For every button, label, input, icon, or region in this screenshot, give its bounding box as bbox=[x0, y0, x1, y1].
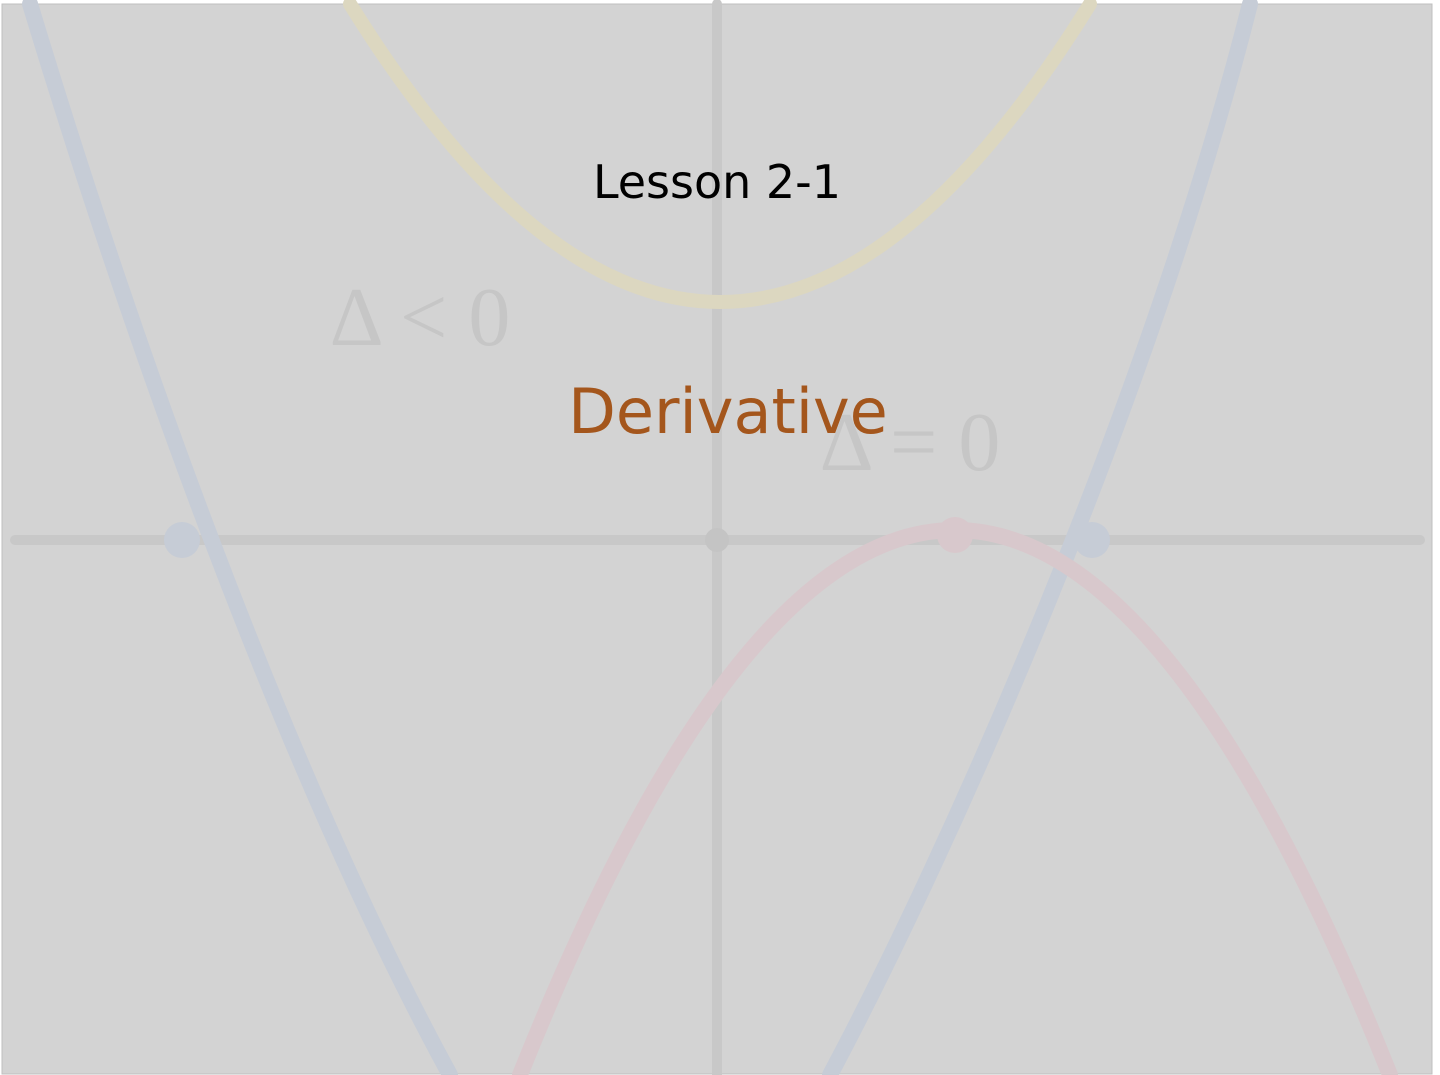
root-point bbox=[164, 522, 200, 558]
yellow-curve bbox=[343, 0, 1097, 309]
blue-curve-left bbox=[22, 0, 458, 1075]
blue-curve-right bbox=[822, 0, 1258, 1075]
background-label: Δ < 0 bbox=[330, 271, 511, 364]
origin bbox=[705, 528, 729, 552]
vertex-point bbox=[937, 517, 973, 553]
slide-subtitle: Derivative bbox=[568, 375, 888, 448]
background-graph bbox=[10, 0, 1425, 1075]
root-point bbox=[1074, 522, 1110, 558]
slide-title: Lesson 2-1 bbox=[593, 155, 841, 209]
background-label: Δ = 0 bbox=[820, 396, 1001, 489]
